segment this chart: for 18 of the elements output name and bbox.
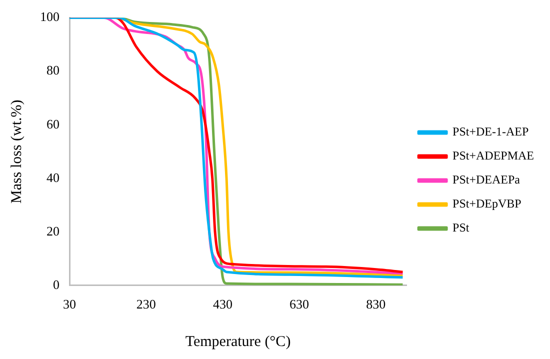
legend-label: PSt+DEpVBP (452, 196, 522, 211)
y-tick-label: 80 (46, 62, 60, 78)
x-tick-label: 630 (290, 296, 310, 312)
x-axis-title: Temperature (°C) (185, 334, 291, 350)
y-tick-label: 0 (53, 276, 60, 292)
x-tick-label: 30 (63, 296, 76, 312)
x-tick-label: 830 (366, 296, 386, 312)
y-tick-label: 100 (40, 9, 60, 24)
y-tick-label: 40 (46, 170, 60, 185)
x-tick-label: 430 (212, 296, 232, 312)
x-tick-label: 230 (136, 296, 156, 312)
y-axis-title: Mass loss (wt.%) (8, 100, 25, 204)
legend-label: PSt+ADEPMAE (452, 148, 534, 163)
legend-label: PSt (452, 220, 470, 235)
y-tick-label: 20 (46, 223, 60, 238)
legend-label: PSt+DE-1-AEP (452, 124, 529, 139)
y-tick-label: 60 (46, 116, 60, 132)
legend-label: PSt+DEAEPa (452, 172, 521, 187)
